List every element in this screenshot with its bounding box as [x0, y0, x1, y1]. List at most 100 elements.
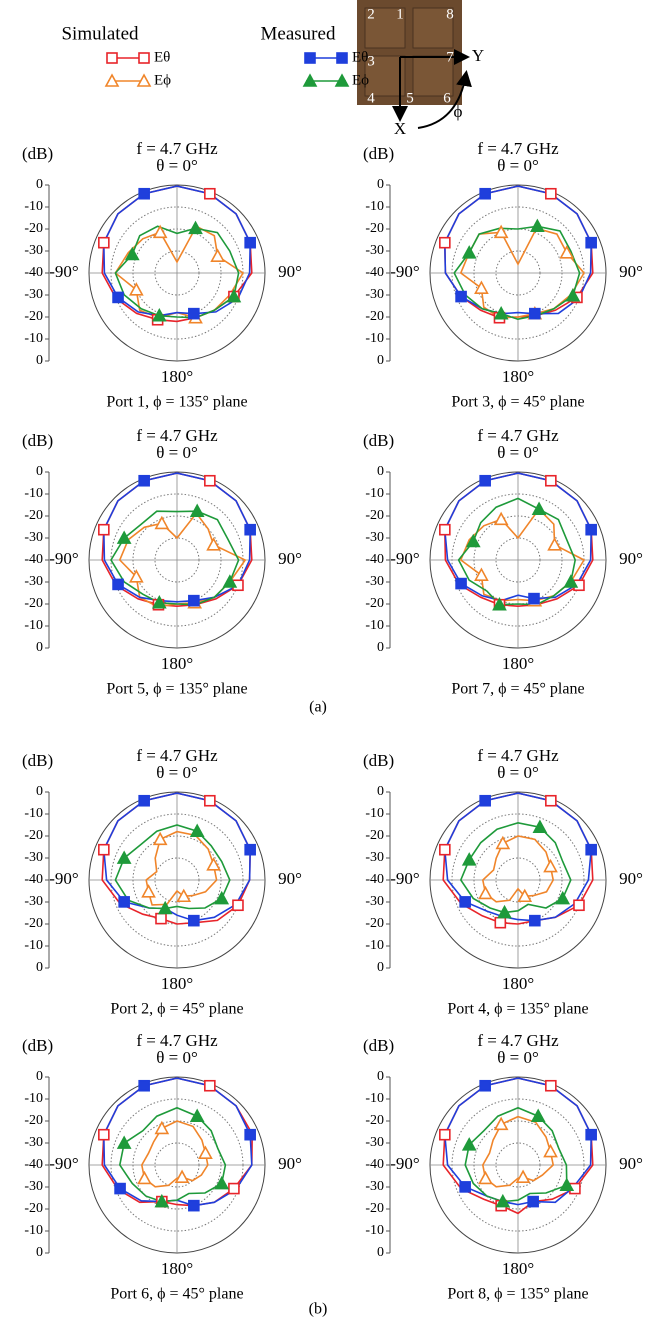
port-number: 6 — [443, 90, 451, 106]
y-axis-title: (dB) — [363, 751, 394, 770]
panel-label: (b) — [309, 1301, 328, 1318]
marker — [138, 1172, 150, 1183]
r-tick-label: -20 — [24, 221, 43, 236]
marker — [480, 796, 490, 806]
angle-tick-label: -90° — [390, 262, 419, 281]
port-number: 4 — [367, 90, 375, 106]
marker — [233, 900, 243, 910]
polar-chart: f = 4.7 GHz(dB)Port 1, ϕ = 135° plane00-… — [22, 139, 302, 411]
marker — [586, 238, 596, 248]
marker — [199, 1147, 211, 1158]
r-tick-label: -30 — [24, 894, 43, 909]
angle-tick-label: 90° — [619, 869, 643, 888]
caption: Port 7, ϕ = 45° plane — [451, 681, 584, 698]
r-tick-label: -30 — [24, 243, 43, 258]
r-tick-label: -10 — [365, 199, 384, 214]
r-tick-label: -20 — [365, 1201, 384, 1216]
marker — [245, 1130, 255, 1140]
caption: Port 2, ϕ = 45° plane — [110, 1001, 243, 1018]
r-tick-label: -20 — [365, 508, 384, 523]
legend-label: Eθ — [352, 49, 368, 65]
marker — [139, 476, 149, 486]
marker — [143, 886, 155, 897]
marker — [545, 861, 557, 872]
marker — [586, 525, 596, 535]
caption: Port 8, ϕ = 135° plane — [447, 1286, 588, 1303]
marker — [189, 596, 199, 606]
polar-chart: f = 4.7 GHz(dB)Port 5, ϕ = 135° plane00-… — [22, 426, 302, 698]
marker — [245, 525, 255, 535]
marker — [440, 845, 450, 855]
marker — [156, 517, 168, 528]
legend-label: Eθ — [154, 49, 170, 65]
r-tick-label: -30 — [365, 1179, 384, 1194]
marker — [107, 53, 117, 63]
r-tick-label: -30 — [24, 574, 43, 589]
r-tick-label: -10 — [24, 806, 43, 821]
marker — [586, 1130, 596, 1140]
r-tick-label: -30 — [24, 1179, 43, 1194]
marker — [475, 282, 487, 293]
marker — [546, 476, 556, 486]
marker — [337, 53, 347, 63]
r-tick-label: -10 — [24, 486, 43, 501]
marker — [176, 1171, 188, 1182]
angle-tick-label: -90° — [49, 549, 78, 568]
marker — [139, 189, 149, 199]
r-tick-label: -20 — [24, 508, 43, 523]
marker — [156, 1122, 168, 1133]
marker — [480, 189, 490, 199]
marker — [189, 309, 199, 319]
marker — [479, 887, 491, 898]
marker — [205, 1081, 215, 1091]
r-tick-label: 0 — [36, 784, 43, 799]
y-axis-title: (dB) — [22, 144, 53, 163]
angle-tick-label: 90° — [278, 1154, 302, 1173]
r-tick-label: 0 — [36, 464, 43, 479]
angle-tick-label: 90° — [619, 262, 643, 281]
r-tick-label: -20 — [24, 596, 43, 611]
r-tick-label: -30 — [24, 1135, 43, 1150]
r-tick-label: -30 — [365, 243, 384, 258]
legend-entry: Eϕ — [106, 72, 171, 88]
marker — [154, 833, 166, 844]
r-tick-label: -10 — [365, 1091, 384, 1106]
marker — [495, 918, 505, 928]
r-tick-label: -30 — [365, 574, 384, 589]
marker — [533, 503, 545, 514]
marker — [139, 1081, 149, 1091]
angle-tick-label: 180° — [502, 1259, 534, 1278]
r-tick-label: -30 — [365, 287, 384, 302]
series-line — [459, 498, 576, 604]
marker — [545, 1146, 557, 1157]
port-number: 1 — [396, 6, 404, 22]
marker — [495, 513, 507, 524]
marker — [440, 238, 450, 248]
marker — [528, 1197, 538, 1207]
y-axis-title: (dB) — [363, 1036, 394, 1055]
r-tick-label: -10 — [365, 331, 384, 346]
r-tick-label: -40 — [24, 265, 43, 280]
r-tick-label: -10 — [24, 199, 43, 214]
r-tick-label: -40 — [24, 872, 43, 887]
angle-tick-label: θ = 0° — [497, 156, 539, 175]
port-number: 7 — [446, 49, 454, 65]
r-tick-label: -10 — [365, 806, 384, 821]
axis-label: ϕ — [454, 102, 463, 121]
angle-tick-label: θ = 0° — [497, 763, 539, 782]
marker — [546, 796, 556, 806]
angle-tick-label: 180° — [161, 367, 193, 386]
marker — [99, 845, 109, 855]
marker — [463, 247, 475, 258]
angle-tick-label: θ = 0° — [156, 156, 198, 175]
r-tick-label: -20 — [365, 221, 384, 236]
r-tick-label: -20 — [24, 309, 43, 324]
marker — [460, 1182, 470, 1192]
r-tick-label: -40 — [365, 872, 384, 887]
angle-tick-label: 90° — [278, 549, 302, 568]
caption: Port 4, ϕ = 135° plane — [447, 1001, 588, 1018]
r-tick-label: 0 — [36, 353, 43, 368]
port-number: 3 — [367, 53, 375, 69]
r-tick-label: 0 — [377, 640, 384, 655]
r-tick-label: -20 — [365, 596, 384, 611]
